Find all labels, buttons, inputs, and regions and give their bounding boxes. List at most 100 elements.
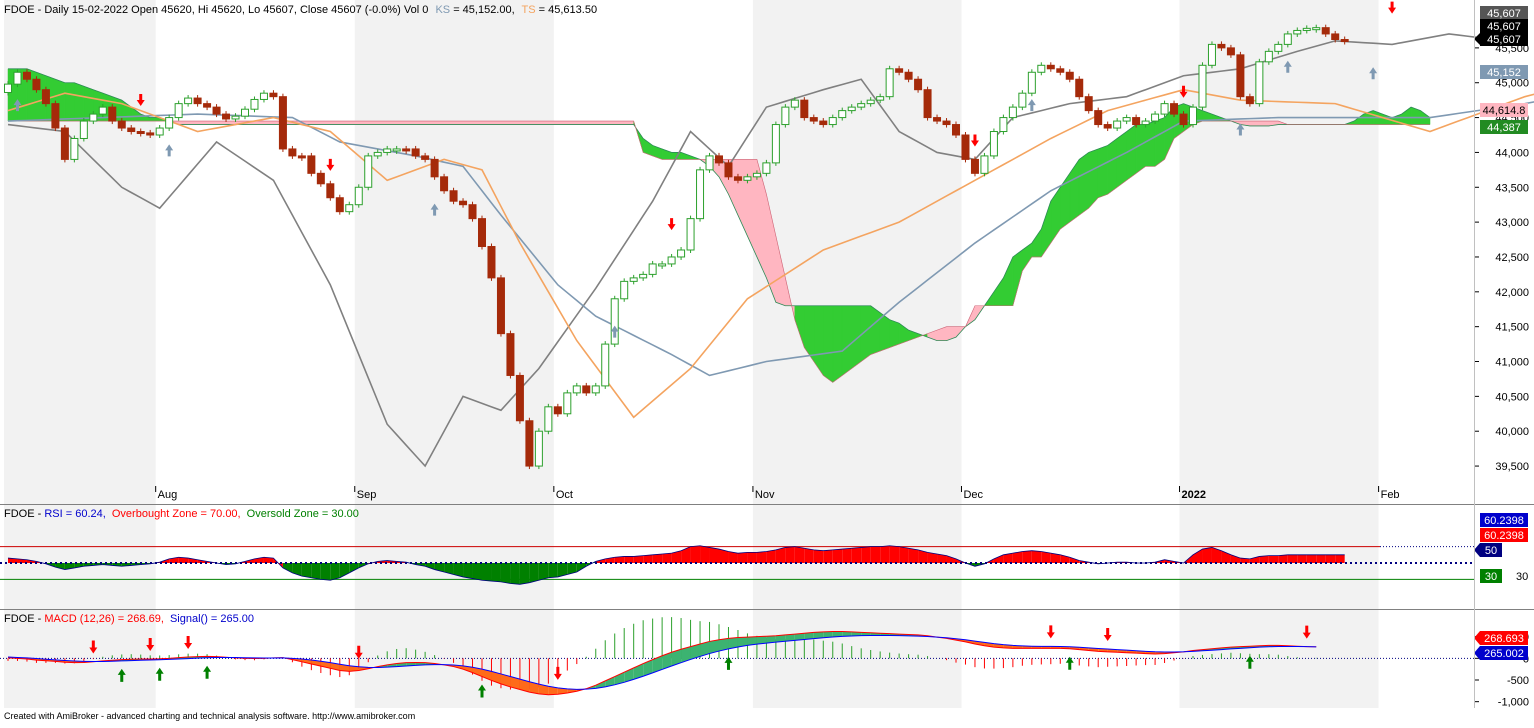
cloud-segment — [596, 121, 605, 124]
candle-body — [526, 421, 533, 466]
cloud-segment — [349, 121, 358, 124]
footer-credit: Created with AmiBroker - advanced charti… — [4, 711, 415, 721]
rsi-area-segment — [1022, 551, 1031, 563]
candle-body — [554, 407, 561, 414]
candle-body — [1142, 121, 1149, 124]
candle-body — [42, 90, 49, 104]
candle-body — [1322, 28, 1329, 34]
cloud-segment — [311, 121, 320, 124]
candle-body — [1133, 118, 1140, 125]
price-tick-label: 45,000 — [1495, 78, 1529, 90]
candle-body — [185, 98, 192, 104]
candle-body — [223, 114, 230, 119]
candle-body — [1218, 44, 1225, 47]
candle-body — [242, 109, 249, 116]
candle-body — [289, 149, 296, 156]
price-tick-label: 40,000 — [1495, 426, 1529, 438]
cloud-segment — [482, 121, 491, 124]
candle-body — [905, 72, 912, 79]
price-tick-label: 41,500 — [1495, 322, 1529, 334]
candle-body — [355, 187, 362, 204]
rsi-area-segment — [814, 550, 823, 563]
candle-body — [668, 257, 675, 264]
candle-body — [1123, 118, 1130, 121]
candle-body — [279, 97, 286, 149]
candle-body — [384, 149, 391, 152]
candle-body — [23, 72, 30, 79]
rsi-area-segment — [909, 548, 918, 563]
candle-body — [1246, 97, 1253, 104]
x-axis-label: Nov — [755, 489, 775, 501]
candle-body — [204, 104, 211, 107]
candle-body — [659, 264, 666, 266]
cloud-segment — [330, 121, 339, 124]
candle-body — [1066, 72, 1073, 79]
rsi-area-segment — [634, 556, 643, 563]
cloud-segment — [823, 306, 832, 383]
candle-body — [744, 177, 751, 180]
cloud-segment — [577, 121, 586, 124]
cloud-segment — [852, 306, 861, 369]
cloud-segment — [198, 121, 207, 124]
price-badge-label: 45,607 — [1487, 8, 1521, 20]
cloud-segment — [890, 320, 899, 348]
candle-body — [877, 97, 884, 100]
rsi-area-segment — [1297, 555, 1306, 563]
month-shade-band — [355, 0, 554, 708]
rsi-area-segment — [700, 546, 709, 563]
candle-body — [867, 100, 874, 103]
macd-badge-label: 268.693 — [1484, 633, 1524, 645]
candle-body — [630, 278, 637, 281]
cloud-segment — [1259, 121, 1268, 126]
candle-body — [953, 125, 960, 135]
rsi-area-segment — [785, 547, 794, 563]
candle-body — [497, 278, 504, 334]
month-shade-band — [1180, 0, 1379, 708]
cloud-segment — [833, 306, 842, 383]
x-axis-label: Dec — [963, 489, 983, 501]
candle-body — [1038, 65, 1045, 72]
candle-body — [706, 156, 713, 170]
candle-body — [80, 121, 87, 138]
cloud-segment — [217, 121, 226, 124]
rsi-area-segment — [491, 563, 500, 582]
candle-body — [1057, 69, 1064, 72]
candle-body — [791, 100, 798, 107]
cloud-segment — [188, 121, 197, 124]
rsi-area-segment — [643, 555, 652, 563]
cloud-segment — [1155, 118, 1164, 167]
candle-body — [232, 116, 239, 119]
price-tick-label: 44,000 — [1495, 147, 1529, 159]
ks-label: KS — [435, 4, 450, 16]
rsi-area-segment — [852, 547, 861, 563]
candle-body — [1294, 30, 1301, 33]
candle-body — [270, 93, 277, 96]
ks-value: = 45,152.00, — [453, 4, 514, 16]
candle-body — [1208, 44, 1215, 65]
macd-tick-label: -500 — [1507, 675, 1529, 687]
candle-body — [801, 100, 808, 117]
cloud-segment — [416, 121, 425, 124]
cloud-segment — [425, 121, 434, 124]
candle-body — [488, 247, 495, 278]
price-badge-label: 45,607 — [1487, 21, 1521, 33]
rsi-badge-label: 60.2398 — [1484, 515, 1524, 527]
price-tick-label: 39,500 — [1495, 461, 1529, 473]
candle-body — [1199, 65, 1206, 107]
ts-label: TS — [522, 4, 536, 16]
rsi-area-segment — [1335, 555, 1344, 563]
rsi-area-segment — [548, 563, 557, 578]
candle-body — [1341, 40, 1348, 42]
rsi-area-segment — [473, 563, 482, 580]
candle-body — [422, 156, 429, 159]
price-badge-label: 44,614.8 — [1483, 105, 1526, 117]
rsi-area-segment — [520, 563, 529, 584]
candle-body — [33, 79, 40, 89]
cloud-segment — [454, 121, 463, 124]
rsi-area-segment — [482, 563, 491, 581]
candle-body — [507, 334, 514, 376]
candle-body — [1028, 72, 1035, 93]
cloud-segment — [359, 121, 368, 124]
candle-body — [1265, 51, 1272, 61]
rsi-value-label: RSI = 60.24, — [44, 508, 105, 520]
